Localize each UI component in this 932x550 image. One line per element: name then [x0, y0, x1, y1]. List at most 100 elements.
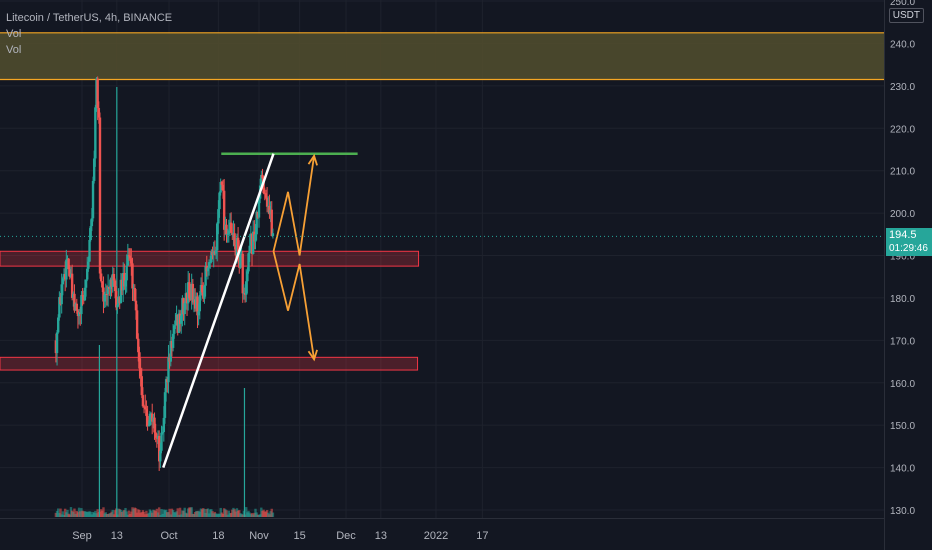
candle-body: [105, 294, 109, 296]
y-tick-label: 230.0: [890, 82, 915, 93]
candle-body: [58, 297, 61, 318]
symbol-title[interactable]: Litecoin / TetherUS, 4h, BINANCE: [6, 12, 173, 24]
candle-body: [112, 273, 116, 281]
volume-bar: [145, 510, 148, 517]
projection-path-down: [272, 251, 315, 360]
candle-body: [125, 265, 128, 281]
y-tick-label: 160.0: [890, 379, 915, 390]
y-tick-label: 180.0: [890, 294, 915, 305]
time-axis[interactable]: Sep 13 Oct 18 Nov 15 Dec 13 2022 17: [0, 518, 884, 550]
candle-body: [183, 303, 186, 315]
candle-body: [188, 282, 191, 299]
volume-bars: [54, 87, 275, 517]
volume-indicator-label[interactable]: Vol: [6, 28, 22, 40]
candle-body: [103, 294, 106, 302]
x-tick-label: Dec: [336, 530, 356, 542]
candle-body: [225, 224, 228, 235]
y-tick-label: 130.0: [890, 506, 915, 517]
candle-body: [131, 263, 134, 289]
volume-bar: [271, 512, 275, 517]
currency-label[interactable]: USDT: [888, 8, 924, 23]
candle-body: [87, 261, 90, 269]
candle-body: [75, 303, 78, 311]
candle-body: [55, 332, 59, 354]
y-tick-label: 250.0: [890, 0, 915, 8]
candle-body: [126, 255, 130, 266]
candle-body: [196, 296, 199, 316]
candle-body: [206, 267, 210, 272]
candle-body: [162, 417, 166, 433]
candle-body: [255, 211, 258, 235]
volume-bar: [57, 508, 60, 517]
candle-body: [216, 223, 219, 251]
candle-body: [145, 409, 148, 416]
price-axis-background: [884, 0, 932, 550]
candle-body: [222, 190, 226, 230]
volume-bar: [111, 509, 114, 517]
candle-body: [171, 333, 175, 348]
candle-body: [207, 262, 211, 268]
candle-body: [146, 415, 149, 426]
candle-body: [221, 184, 225, 191]
candle-body: [65, 259, 68, 280]
candle-body: [97, 107, 101, 118]
candle-body: [270, 209, 273, 236]
candle-body: [180, 315, 183, 324]
volume-bar: [190, 507, 193, 517]
candle-body: [99, 273, 103, 282]
candle-body: [246, 271, 249, 282]
candle-body: [262, 178, 265, 194]
trendline: [162, 153, 275, 469]
candle-body: [90, 218, 94, 227]
candle-body: [140, 376, 143, 396]
candle-body: [94, 107, 97, 159]
candle-body: [247, 253, 250, 272]
candle-body: [98, 117, 102, 274]
volume-bar: [225, 510, 228, 517]
volume-indicator-label-2[interactable]: Vol: [6, 44, 22, 56]
candle-body: [163, 392, 167, 418]
candle-body: [113, 280, 117, 292]
price-axis[interactable]: 130.0 140.0 150.0 160.0 170.0 180.0 190.0 200.0…: [884, 0, 932, 550]
y-tick-label: 170.0: [890, 336, 915, 347]
candle-body: [116, 304, 119, 308]
time-axis-background: [0, 519, 884, 550]
candle-body: [144, 406, 147, 410]
projection-path-down-arrowhead: [307, 349, 318, 362]
candle-body: [111, 273, 114, 287]
x-tick-label: Sep: [72, 530, 92, 542]
candle-body: [203, 285, 206, 299]
candle-body: [101, 281, 104, 288]
candle-body: [264, 193, 268, 198]
volume-bar: [127, 510, 131, 517]
candle-body: [134, 300, 138, 311]
candle-body: [133, 288, 137, 301]
zone-drawings: [0, 32, 884, 371]
volume-bar: [61, 511, 65, 517]
candle-body: [128, 255, 132, 259]
volume-bar: [73, 508, 76, 517]
candle-body: [106, 286, 110, 295]
support-zone-lower: [0, 356, 419, 371]
candle-body: [245, 281, 248, 295]
candle-body: [265, 197, 269, 207]
x-tick-label: 18: [212, 530, 224, 542]
y-tick-label: 150.0: [890, 421, 915, 432]
candle-body: [219, 181, 222, 193]
candle-body: [124, 280, 127, 287]
candle-body: [80, 295, 83, 315]
x-tick-label: 13: [111, 530, 123, 542]
candle-body: [204, 266, 207, 286]
candle-body: [123, 273, 126, 287]
candle-body: [191, 283, 195, 303]
candle-body: [220, 181, 224, 185]
volume-bar: [176, 508, 179, 517]
candle-body: [67, 258, 70, 270]
volume-bar: [245, 507, 248, 517]
x-tick-label: Oct: [160, 530, 177, 542]
candle-body: [61, 278, 65, 285]
line-drawings: [162, 152, 358, 469]
y-tick-label: 140.0: [890, 464, 915, 475]
x-tick-label: 2022: [424, 530, 448, 542]
